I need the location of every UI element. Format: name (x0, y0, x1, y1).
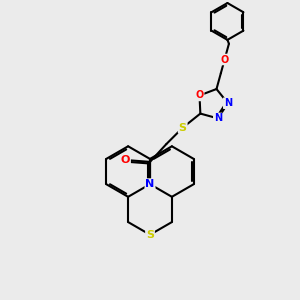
Text: S: S (146, 230, 154, 240)
Text: S: S (179, 123, 187, 133)
Text: N: N (214, 113, 222, 123)
Text: N: N (146, 179, 154, 189)
Text: O: O (220, 55, 229, 64)
Text: N: N (224, 98, 232, 108)
Text: O: O (121, 155, 130, 165)
Text: O: O (195, 90, 204, 100)
